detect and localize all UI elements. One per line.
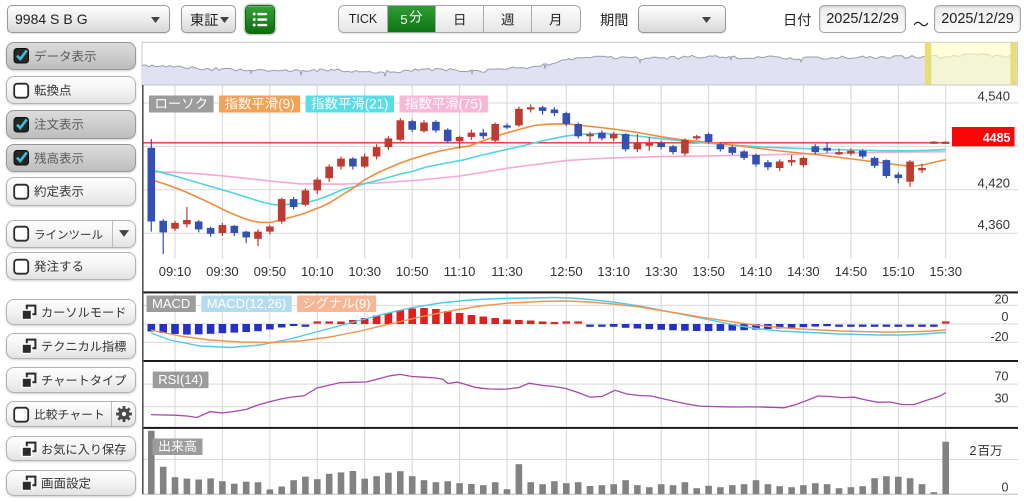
svg-text:09:30: 09:30 <box>206 264 239 279</box>
svg-text:14:30: 14:30 <box>787 264 820 279</box>
svg-text:(9): (9) <box>355 296 371 311</box>
svg-text:0: 0 <box>1002 481 1009 495</box>
svg-text:14:10: 14:10 <box>740 264 773 279</box>
svg-text:30: 30 <box>995 392 1009 406</box>
svg-text:10:50: 10:50 <box>396 264 429 279</box>
svg-text:14:50: 14:50 <box>835 264 868 279</box>
svg-text:10:30: 10:30 <box>348 264 381 279</box>
svg-text:4,360: 4,360 <box>977 217 1010 232</box>
svg-text:11:10: 11:10 <box>444 264 476 279</box>
svg-text:15:10: 15:10 <box>882 264 915 279</box>
svg-text:4,420: 4,420 <box>977 175 1010 190</box>
svg-text:70: 70 <box>995 369 1009 383</box>
svg-text:(9): (9) <box>278 96 294 111</box>
svg-text:-20: -20 <box>990 330 1008 344</box>
svg-text:2: 2 <box>970 444 977 458</box>
svg-text:0: 0 <box>1002 310 1009 324</box>
svg-text:11:30: 11:30 <box>491 264 523 279</box>
svg-text:10:10: 10:10 <box>301 264 334 279</box>
svg-text:MACD(12,26): MACD(12,26) <box>207 296 286 311</box>
svg-text:13:10: 13:10 <box>597 264 630 279</box>
svg-text:(21): (21) <box>365 96 389 111</box>
svg-text:MACD: MACD <box>152 296 190 311</box>
svg-text:20: 20 <box>995 293 1009 307</box>
svg-text:09:10: 09:10 <box>159 264 192 279</box>
svg-text:09:50: 09:50 <box>254 264 287 279</box>
svg-text:RSI(14): RSI(14) <box>158 372 203 387</box>
svg-text:12:50: 12:50 <box>550 264 583 279</box>
svg-text:4485: 4485 <box>983 131 1011 145</box>
svg-text:15:30: 15:30 <box>929 264 962 279</box>
svg-text:4,540: 4,540 <box>977 88 1010 103</box>
svg-text:13:30: 13:30 <box>645 264 678 279</box>
svg-text:13:50: 13:50 <box>692 264 725 279</box>
svg-text:(75): (75) <box>459 96 483 111</box>
